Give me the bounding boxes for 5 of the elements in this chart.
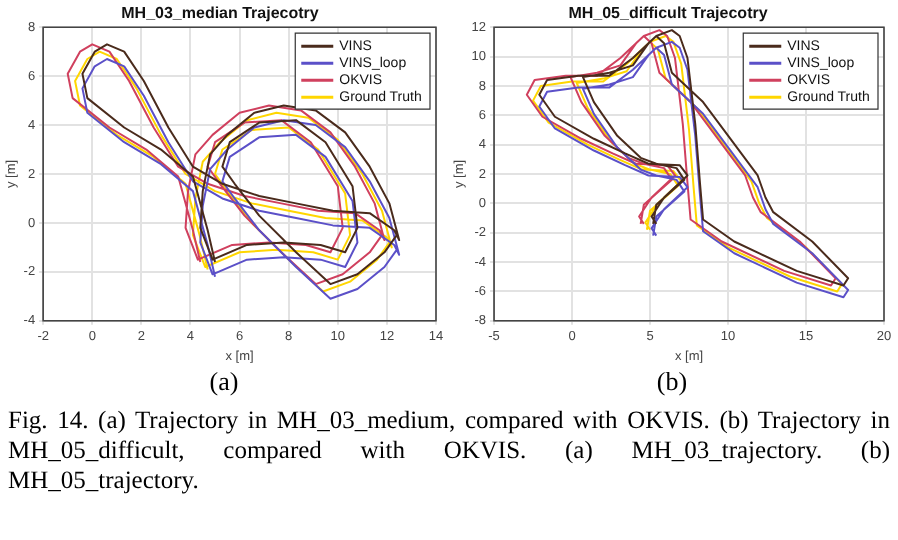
caption: Fig. 14. (a) Trajectory in MH_03_medium, compared with OKVIS. (b) Trajectory in MH_05_difficult, compared with OKVIS. (a) MH_03_trajectory. (b) MH_05_trajectory. (8, 406, 890, 496)
text: (a) (207, 364, 241, 398)
text: (b) (654, 364, 690, 398)
chart-title: MH_03_median Trajecotry (121, 4, 320, 23)
chart-title: MH_05_difficult Trajecotry (568, 4, 769, 23)
